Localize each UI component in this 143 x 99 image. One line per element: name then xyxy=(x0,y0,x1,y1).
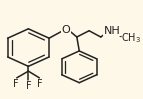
Text: O: O xyxy=(61,25,70,35)
Text: CH$_3$: CH$_3$ xyxy=(121,31,141,45)
Text: F: F xyxy=(26,81,31,91)
Text: NH: NH xyxy=(103,26,120,36)
Text: F: F xyxy=(37,79,43,89)
Text: F: F xyxy=(13,79,19,89)
